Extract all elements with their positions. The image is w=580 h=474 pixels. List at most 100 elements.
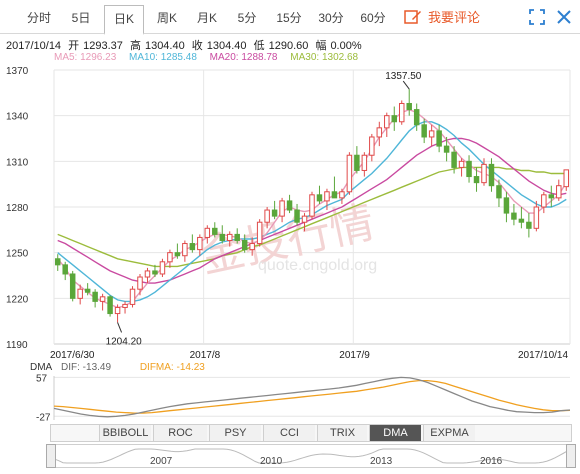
- candle-body: [54, 258, 61, 266]
- candle-body: [496, 185, 502, 199]
- candle-body: [526, 221, 532, 229]
- tab-5min[interactable]: 5分: [237, 11, 257, 25]
- navigator-year-2007: 2007: [150, 456, 173, 467]
- max-pointer: [402, 80, 410, 90]
- low-label: 低: [253, 40, 265, 52]
- tab-60min[interactable]: 60分: [360, 11, 386, 25]
- max-label: 1357.50: [385, 71, 422, 82]
- candle-body: [144, 270, 151, 278]
- candle-body: [122, 303, 128, 308]
- candle-body: [99, 296, 106, 302]
- min-pointer: [117, 322, 123, 333]
- candle-body: [152, 270, 158, 275]
- tab-daily-k[interactable]: 日K: [104, 5, 144, 35]
- candle-body: [129, 288, 136, 305]
- ma30-label: MA30: 1302.68: [290, 52, 359, 63]
- tab-expma[interactable]: EXPMA: [423, 425, 475, 441]
- candle-body: [249, 243, 255, 251]
- dma-indicator-chart[interactable]: 57 -27: [0, 372, 580, 422]
- fullscreen-icon[interactable]: [529, 9, 545, 25]
- candle-body: [189, 243, 196, 251]
- tab-5day[interactable]: 5日: [71, 11, 91, 25]
- dma-legend: DMA DIF: -13.49 DIFMA: -14.23: [30, 362, 211, 373]
- tab-cci[interactable]: CCI: [263, 425, 315, 441]
- info-date: 2017/10/14: [6, 40, 62, 52]
- high-value: 1304.40: [144, 40, 185, 52]
- candlestick-chart[interactable]: 1370 1340 1310 1280 1250 1220 1190 2017/6/30 201…: [0, 62, 580, 362]
- tab-trix[interactable]: TRIX: [317, 425, 367, 441]
- candle-body: [219, 233, 226, 241]
- candle-body: [481, 163, 487, 184]
- time-navigator[interactable]: [50, 444, 572, 468]
- candle-body: [511, 212, 517, 220]
- tab-fenshi[interactable]: 分时: [26, 11, 51, 25]
- ma10-label: MA10: 1285.48: [129, 52, 197, 63]
- y-tick-label: 1370: [6, 66, 29, 77]
- ma-legend: MA5: 1296.23 MA10: 1285.48 MA20: 1288.78…: [54, 52, 368, 63]
- candle-body: [533, 206, 540, 229]
- candle-body: [174, 252, 181, 257]
- candle-body: [212, 227, 218, 235]
- edit-icon: [404, 10, 421, 24]
- y-tick-label: 1280: [6, 203, 29, 214]
- dma-label: DMA: [30, 362, 53, 373]
- comment-label: 我要评论: [428, 10, 481, 25]
- candle-body: [234, 233, 240, 241]
- ma20-label: MA20: 1288.78: [209, 52, 278, 63]
- candle-body: [286, 200, 293, 211]
- min-label: 1204.20: [106, 336, 143, 347]
- change-label: 幅: [315, 40, 327, 52]
- candle-body: [107, 296, 113, 315]
- candle-body: [339, 191, 345, 199]
- candle-body: [354, 154, 360, 171]
- change-value: 0.00%: [330, 40, 362, 52]
- tab-15min[interactable]: 15分: [276, 11, 302, 25]
- candle-body: [398, 102, 405, 123]
- navigator-sparkline: [50, 448, 572, 464]
- x-tick-label: 2017/10/14: [518, 350, 568, 361]
- candle-body: [92, 291, 98, 302]
- candle-body: [421, 124, 427, 138]
- high-label: 高: [129, 40, 141, 52]
- candle-body: [84, 288, 91, 293]
- tab-weekly-k[interactable]: 周K: [156, 11, 177, 25]
- candle-body: [197, 236, 203, 251]
- navigator-year-2016: 2016: [480, 456, 503, 467]
- open-value: 1293.37: [83, 40, 123, 52]
- candle-body: [369, 136, 375, 156]
- candle-body: [241, 239, 248, 251]
- candle-body: [69, 273, 76, 299]
- candle-body: [271, 209, 278, 217]
- y-tick-label: 1220: [6, 294, 29, 305]
- low-value: 1290.60: [268, 40, 309, 52]
- close-icon[interactable]: [556, 9, 572, 25]
- candle-body: [182, 243, 188, 257]
- tab-dma[interactable]: DMA: [369, 425, 421, 441]
- tab-monthly-k[interactable]: 月K: [196, 11, 217, 25]
- close-value: 1304.40: [206, 40, 247, 52]
- period-tabs: 分时 5日 日K 周K 月K 5分 15分 30分 60分 我要评论: [0, 0, 580, 35]
- close-label: 收: [191, 40, 203, 52]
- candle-body: [391, 115, 398, 123]
- tab-roc[interactable]: ROC: [153, 425, 207, 441]
- y-tick-label: 1310: [6, 157, 29, 168]
- candle-body: [62, 264, 68, 275]
- navigator-year-2013: 2013: [370, 456, 393, 467]
- candle-body: [436, 130, 442, 147]
- navigator-left-handle[interactable]: [46, 444, 56, 468]
- navigator-right-handle[interactable]: [566, 444, 576, 468]
- candle-body: [324, 191, 330, 202]
- tab-bbiboll[interactable]: BBIBOLL: [99, 425, 151, 441]
- tab-psy[interactable]: PSY: [209, 425, 261, 441]
- indicator-tabs: BBIBOLL ROC PSY CCI TRIX DMA EXPMA: [50, 424, 572, 442]
- difma-label: DIFMA: -14.23: [139, 362, 205, 373]
- candle-body: [361, 154, 368, 171]
- comment-button[interactable]: 我要评论: [404, 8, 480, 28]
- candle-body: [428, 130, 435, 138]
- candle-body: [466, 160, 472, 178]
- candle-body: [458, 160, 465, 168]
- tab-30min[interactable]: 30分: [318, 11, 344, 25]
- x-tick-label: 2017/9: [339, 350, 370, 361]
- navigator-year-2010: 2010: [260, 456, 283, 467]
